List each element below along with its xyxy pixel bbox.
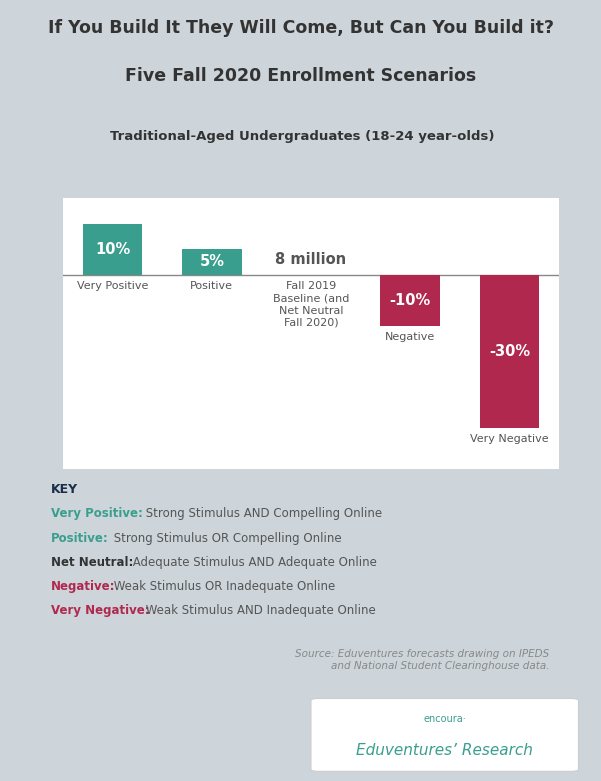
FancyBboxPatch shape xyxy=(311,698,579,772)
Text: Eduventures’ Research: Eduventures’ Research xyxy=(356,743,533,758)
Text: encoura·: encoura· xyxy=(423,714,466,724)
Text: Strong Stimulus OR Compelling Online: Strong Stimulus OR Compelling Online xyxy=(109,532,341,544)
Text: Weak Stimulus AND Inadequate Online: Weak Stimulus AND Inadequate Online xyxy=(142,604,376,617)
Text: -30%: -30% xyxy=(489,344,530,358)
Text: Positive: Positive xyxy=(191,280,233,291)
Text: 10%: 10% xyxy=(95,241,130,257)
Text: KEY: KEY xyxy=(51,483,78,496)
Text: If You Build It They Will Come, But Can You Build it?: If You Build It They Will Come, But Can … xyxy=(47,20,554,37)
Text: Very Positive: Very Positive xyxy=(77,280,148,291)
Text: 8 million: 8 million xyxy=(275,252,347,267)
Text: Source: Eduventures forecasts drawing on IPEDS
and National Student Clearinghous: Source: Eduventures forecasts drawing on… xyxy=(295,649,549,671)
Text: Very Positive:: Very Positive: xyxy=(51,508,143,520)
Text: Very Negative:: Very Negative: xyxy=(51,604,150,617)
Text: Weak Stimulus OR Inadequate Online: Weak Stimulus OR Inadequate Online xyxy=(109,580,335,593)
Text: Five Fall 2020 Enrollment Scenarios: Five Fall 2020 Enrollment Scenarios xyxy=(125,67,476,85)
Text: Strong Stimulus AND Compelling Online: Strong Stimulus AND Compelling Online xyxy=(142,508,382,520)
Text: Negative:: Negative: xyxy=(51,580,115,593)
Text: Net Neutral:: Net Neutral: xyxy=(51,556,133,569)
Bar xyxy=(182,249,242,275)
Text: Negative: Negative xyxy=(385,332,435,342)
Text: Adequate Stimulus AND Adequate Online: Adequate Stimulus AND Adequate Online xyxy=(129,556,377,569)
Text: 5%: 5% xyxy=(200,255,224,269)
Text: Positive:: Positive: xyxy=(51,532,109,544)
Bar xyxy=(380,275,440,326)
Bar xyxy=(480,275,539,428)
Text: Traditional-Aged Undergraduates (18-24 year-olds): Traditional-Aged Undergraduates (18-24 y… xyxy=(110,130,494,143)
Bar xyxy=(83,223,142,275)
Text: Very Negative: Very Negative xyxy=(470,434,549,444)
Text: Fall 2019
Baseline (and
Net Neutral
Fall 2020): Fall 2019 Baseline (and Net Neutral Fall… xyxy=(273,280,349,328)
Text: -10%: -10% xyxy=(389,293,431,308)
